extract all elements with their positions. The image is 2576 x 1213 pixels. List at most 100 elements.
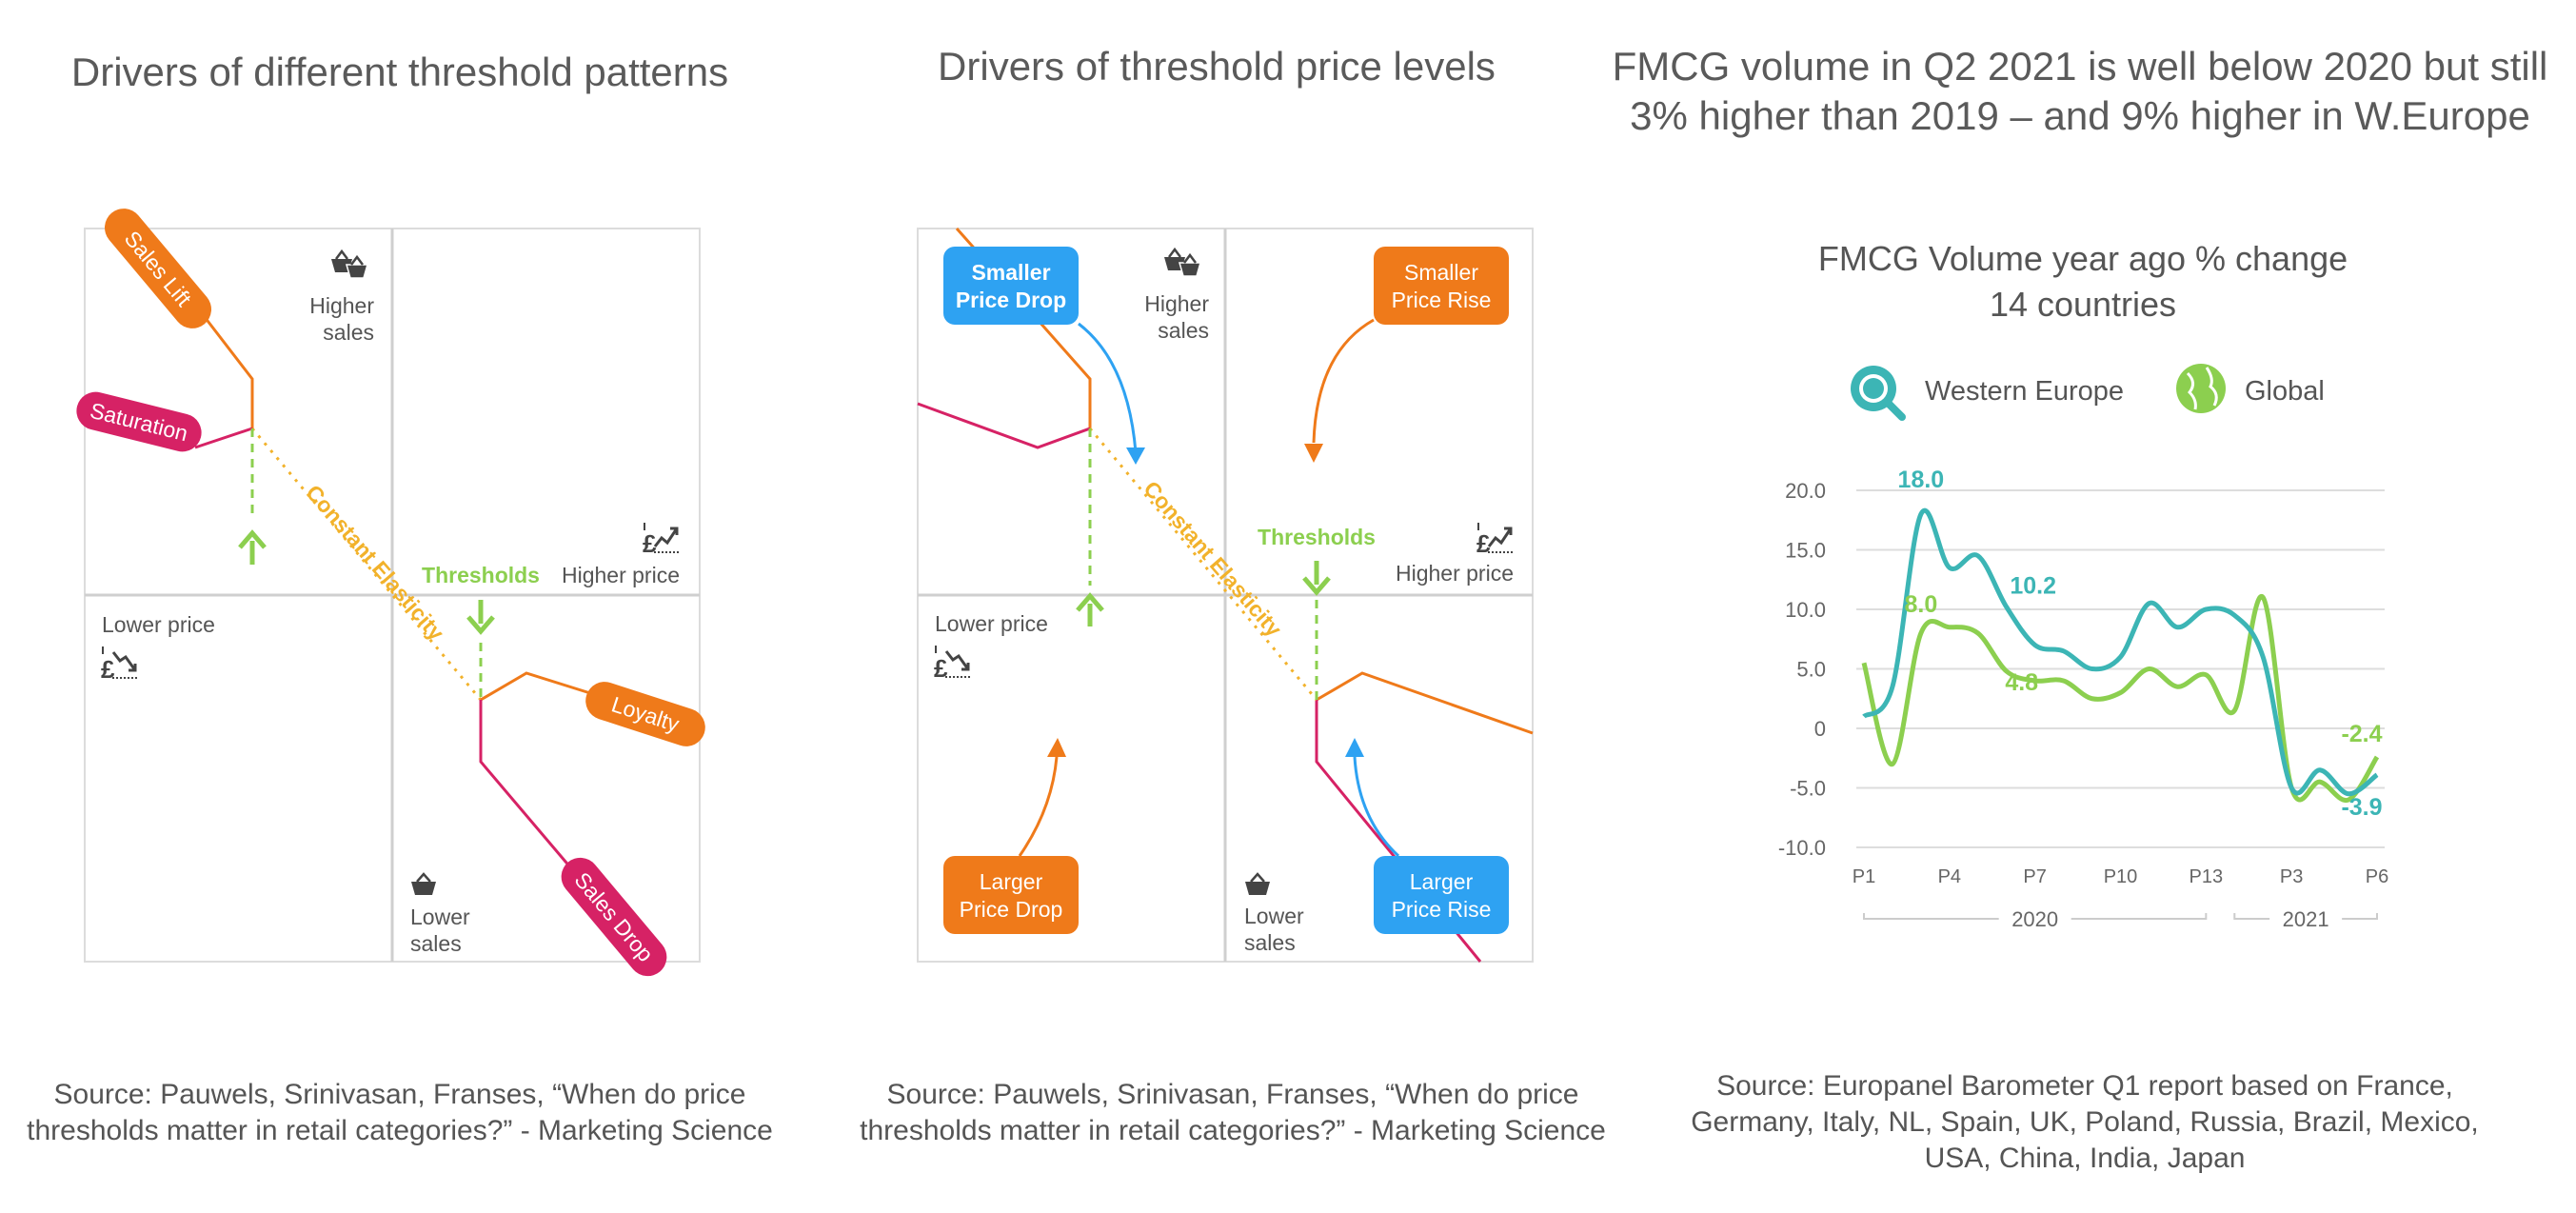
larger-price-rise-label-line2: Price Rise bbox=[1392, 897, 1492, 922]
lower-sales-label: Lower bbox=[1244, 904, 1304, 928]
arrowhead-icon bbox=[1304, 444, 1323, 463]
magnifier-globe-icon bbox=[1851, 366, 1906, 421]
lower-sales-label: Lower bbox=[410, 905, 470, 929]
basket-icon bbox=[1245, 872, 1270, 895]
larger-price-rise-box: Larger Price Rise bbox=[1374, 856, 1509, 934]
y-tick-label: 15.0 bbox=[1785, 539, 1826, 563]
panel-fmcg-volume: FMCG volume in Q2 2021 is well below 202… bbox=[1613, 0, 2570, 1213]
loyalty-curve bbox=[480, 671, 591, 702]
data-label: 4.8 bbox=[2005, 669, 2038, 696]
series-line-western-europe bbox=[1862, 507, 2379, 797]
magenta-demand-curve bbox=[917, 402, 1091, 449]
larger-price-drop-box: Larger Price Drop bbox=[943, 856, 1079, 934]
basket-icon bbox=[411, 872, 436, 895]
constant-elasticity-line bbox=[250, 428, 483, 701]
smaller-price-rise-label: Smaller bbox=[1404, 260, 1478, 285]
lower-price-label: Lower price bbox=[102, 612, 215, 637]
y-tick-label: -10.0 bbox=[1778, 836, 1826, 860]
smaller-drop-arrow bbox=[1078, 322, 1138, 453]
x-group-bracket bbox=[2071, 913, 2208, 920]
larger-rise-arrow bbox=[1353, 756, 1400, 858]
larger-drop-arrow bbox=[1018, 756, 1059, 857]
source-note: Source: Pauwels, Srinivasan, Franses, “W… bbox=[833, 1077, 1633, 1149]
higher-price-label: Higher price bbox=[1396, 561, 1514, 586]
data-label: -3.9 bbox=[2341, 794, 2382, 821]
source-line: USA, China, India, Japan bbox=[1924, 1143, 2246, 1174]
x-tick-label: P4 bbox=[1938, 866, 1961, 887]
x-tick-label: P6 bbox=[2366, 866, 2388, 887]
arrowhead-icon bbox=[1047, 738, 1066, 757]
y-tick-label: 0 bbox=[1814, 717, 1826, 741]
arrowhead-icon bbox=[1126, 447, 1145, 465]
svg-text:£: £ bbox=[1476, 529, 1491, 558]
data-label: 8.0 bbox=[1905, 591, 1938, 618]
higher-sales-label: Higher bbox=[1144, 291, 1209, 316]
sales-lift-tag: Sales Lift bbox=[105, 209, 211, 328]
x-tick-label: P13 bbox=[2190, 866, 2224, 887]
y-tick-label: 5.0 bbox=[1796, 658, 1826, 682]
sales-lift-curve bbox=[193, 304, 254, 428]
up-arrow-icon bbox=[1076, 592, 1104, 626]
price-down-icon: £ bbox=[934, 646, 972, 683]
svg-text:£: £ bbox=[101, 655, 115, 684]
sales-drop-label: Sales Drop bbox=[569, 867, 658, 966]
panel-title: FMCG volume in Q2 2021 is well below 202… bbox=[1604, 42, 2556, 141]
x-group-label: 2021 bbox=[2283, 907, 2329, 931]
up-arrow-icon bbox=[238, 529, 267, 565]
smaller-price-rise-label-line2: Price Rise bbox=[1392, 288, 1492, 312]
arrowhead-icon bbox=[1345, 738, 1364, 757]
lower-price-label: Lower price bbox=[935, 611, 1048, 636]
source-line: thresholds matter in retail categories?”… bbox=[27, 1115, 773, 1146]
smaller-price-drop-label-line2: Price Drop bbox=[956, 288, 1066, 312]
price-down-icon: £ bbox=[101, 646, 139, 684]
legend-global: Global bbox=[2245, 376, 2325, 407]
legend: Western Europe Global bbox=[1851, 364, 2325, 421]
saturation-curve bbox=[194, 427, 253, 449]
x-group-bracket bbox=[1863, 913, 1999, 920]
orange-demand-curve-lower bbox=[1316, 671, 1534, 735]
down-arrow-icon bbox=[466, 600, 495, 635]
x-tick-label: P3 bbox=[2280, 866, 2303, 887]
source-line: Germany, Italy, NL, Spain, UK, Poland, R… bbox=[1691, 1106, 2479, 1138]
source-note: Source: Pauwels, Srinivasan, Franses, “W… bbox=[0, 1077, 800, 1149]
sales-drop-tag: Sales Drop bbox=[561, 857, 667, 977]
threshold-price-levels-diagram: Constant Elasticity Thresholds Smaller P… bbox=[917, 228, 1534, 963]
x-group-bracket bbox=[2233, 913, 2270, 920]
constant-elasticity-label: Constant Elasticity bbox=[1139, 476, 1287, 641]
source-line: Source: Pauwels, Srinivasan, Franses, “W… bbox=[53, 1079, 746, 1110]
data-label: -2.4 bbox=[2341, 721, 2382, 747]
globe-icon bbox=[2176, 364, 2226, 413]
data-label: 18.0 bbox=[1898, 467, 1945, 493]
panel-title: Drivers of different threshold patterns bbox=[70, 50, 729, 94]
y-tick-label: -5.0 bbox=[1790, 777, 1826, 801]
smaller-price-rise-box: Smaller Price Rise bbox=[1374, 247, 1509, 325]
basket-icon bbox=[1164, 247, 1201, 277]
larger-price-rise-label: Larger bbox=[1410, 869, 1474, 894]
sales-drop-curve bbox=[479, 700, 573, 869]
down-arrow-icon bbox=[1302, 561, 1331, 596]
smaller-price-drop-label: Smaller bbox=[971, 260, 1050, 285]
chart-title: FMCG Volume year ago % change bbox=[1818, 239, 2348, 278]
chart-subtitle: 14 countries bbox=[1990, 285, 2176, 324]
y-tick-label: 20.0 bbox=[1785, 479, 1826, 503]
lower-sales-label-line2: sales bbox=[410, 931, 462, 956]
smaller-rise-arrow bbox=[1312, 318, 1375, 444]
thresholds-label: Thresholds bbox=[422, 563, 540, 587]
saturation-tag: Saturation bbox=[76, 391, 202, 452]
panel-threshold-patterns: Drivers of different threshold patterns … bbox=[0, 0, 800, 1213]
legend-western-europe: Western Europe bbox=[1925, 376, 2124, 407]
fmcg-volume-line-chart: FMCG Volume year ago % change 14 countri… bbox=[1778, 239, 2388, 931]
higher-sales-label-line2: sales bbox=[1158, 318, 1209, 343]
y-tick-label: 10.0 bbox=[1785, 598, 1826, 622]
panel-title: Drivers of threshold price levels bbox=[938, 44, 1496, 89]
source-line: thresholds matter in retail categories?”… bbox=[860, 1115, 1606, 1146]
higher-sales-label: Higher bbox=[309, 293, 374, 318]
svg-text:£: £ bbox=[643, 529, 657, 558]
sales-lift-label: Sales Lift bbox=[120, 226, 197, 311]
x-tick-label: P1 bbox=[1853, 866, 1875, 887]
higher-price-label: Higher price bbox=[562, 563, 680, 587]
smaller-price-drop-box: Smaller Price Drop bbox=[943, 247, 1079, 325]
svg-text:£: £ bbox=[934, 654, 948, 683]
x-group-bracket bbox=[2342, 913, 2378, 920]
data-label: 10.2 bbox=[2010, 573, 2056, 600]
